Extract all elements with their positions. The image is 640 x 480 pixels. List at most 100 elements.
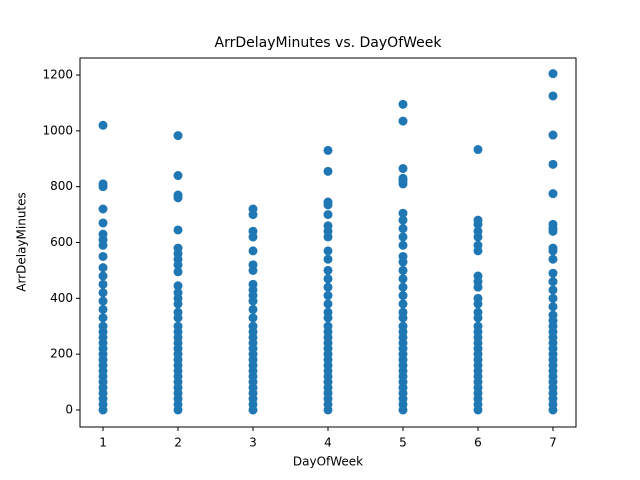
- point: [548, 302, 558, 312]
- point: [98, 304, 108, 314]
- point: [98, 271, 108, 281]
- point: [398, 116, 408, 126]
- y-axis-label: ArrDelayMinutes: [15, 192, 29, 292]
- point: [398, 164, 408, 174]
- point: [98, 321, 108, 331]
- x-tick-label: 6: [474, 436, 482, 450]
- x-tick-label: 3: [249, 436, 257, 450]
- y-tick-label: 200: [50, 347, 73, 361]
- point: [323, 313, 333, 323]
- point: [248, 313, 258, 323]
- point: [398, 299, 408, 309]
- point: [548, 69, 558, 79]
- point: [323, 282, 333, 292]
- point: [548, 293, 558, 303]
- point: [173, 171, 183, 181]
- point: [398, 265, 408, 275]
- chart-title: ArrDelayMinutes vs. DayOfWeek: [215, 35, 443, 51]
- point: [98, 218, 108, 228]
- y-tick-label: 800: [50, 179, 73, 193]
- point: [173, 299, 183, 309]
- point: [473, 219, 483, 229]
- y-tick-label: 1200: [42, 68, 73, 82]
- point: [323, 254, 333, 264]
- x-tick-label: 1: [99, 436, 107, 450]
- point: [323, 210, 333, 220]
- point: [98, 182, 108, 192]
- point: [398, 179, 408, 189]
- point: [248, 296, 258, 306]
- point: [473, 282, 483, 292]
- x-tick-label: 5: [399, 436, 407, 450]
- point: [98, 251, 108, 261]
- point: [173, 225, 183, 235]
- point: [98, 204, 108, 214]
- point: [473, 313, 483, 323]
- point: [548, 130, 558, 140]
- point: [98, 296, 108, 306]
- point: [473, 321, 483, 331]
- point: [398, 224, 408, 234]
- point: [398, 321, 408, 331]
- point: [323, 200, 333, 210]
- point: [248, 265, 258, 275]
- x-tick-label: 2: [174, 436, 182, 450]
- point: [398, 208, 408, 218]
- point: [248, 232, 258, 242]
- point: [548, 268, 558, 278]
- point: [398, 257, 408, 267]
- point: [323, 166, 333, 176]
- point: [548, 254, 558, 264]
- point: [398, 99, 408, 109]
- point: [173, 131, 183, 141]
- point: [548, 226, 558, 236]
- point: [398, 240, 408, 250]
- point: [173, 321, 183, 331]
- point: [173, 313, 183, 323]
- point: [548, 246, 558, 256]
- point: [248, 321, 258, 331]
- point: [548, 91, 558, 101]
- point: [248, 304, 258, 314]
- y-tick-label: 400: [50, 291, 73, 305]
- point: [548, 285, 558, 295]
- x-axis-label: DayOfWeek: [293, 455, 363, 469]
- point: [548, 277, 558, 287]
- point: [548, 159, 558, 169]
- point: [323, 246, 333, 256]
- point: [323, 145, 333, 155]
- x-tick-label: 7: [549, 436, 557, 450]
- point: [323, 232, 333, 242]
- point: [98, 279, 108, 289]
- y-tick-label: 0: [65, 402, 73, 416]
- point: [323, 274, 333, 284]
- point: [398, 215, 408, 225]
- point: [398, 232, 408, 242]
- point: [323, 299, 333, 309]
- point: [173, 193, 183, 203]
- point: [98, 240, 108, 250]
- point: [173, 267, 183, 277]
- y-tick-label: 600: [50, 235, 73, 249]
- point: [398, 274, 408, 284]
- point: [98, 263, 108, 273]
- point: [323, 291, 333, 301]
- point: [548, 316, 558, 326]
- point: [473, 299, 483, 309]
- point: [323, 321, 333, 331]
- point: [398, 282, 408, 292]
- point: [98, 288, 108, 298]
- point: [323, 265, 333, 275]
- x-tick-label: 4: [324, 436, 332, 450]
- point: [473, 246, 483, 256]
- point: [473, 145, 483, 155]
- point: [398, 291, 408, 301]
- point: [173, 260, 183, 270]
- point: [248, 246, 258, 256]
- point: [548, 189, 558, 199]
- point: [173, 281, 183, 291]
- y-tick-label: 1000: [42, 123, 73, 137]
- point: [473, 232, 483, 242]
- point: [248, 210, 258, 220]
